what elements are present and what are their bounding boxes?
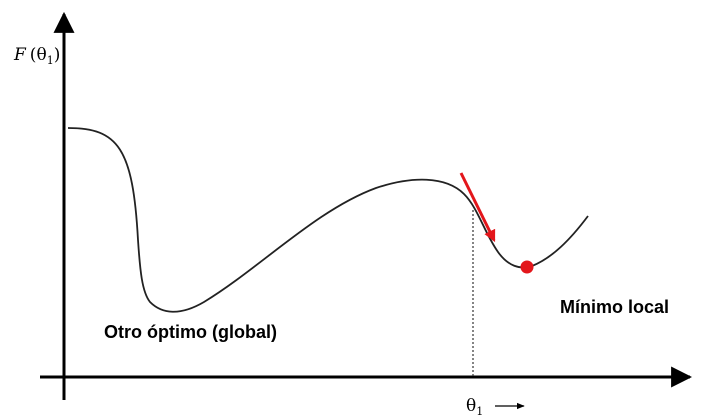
global-optimum-label: Otro óptimo (global) [104,322,277,342]
y-axis-label: F (θ1) [13,45,60,67]
local-minimum-label: Mínimo local [560,297,669,317]
descent-arrow [459,172,496,243]
local-minimum-marker [520,260,534,274]
x-axis-label: θ1 [466,396,483,418]
objective-curve [67,127,589,313]
